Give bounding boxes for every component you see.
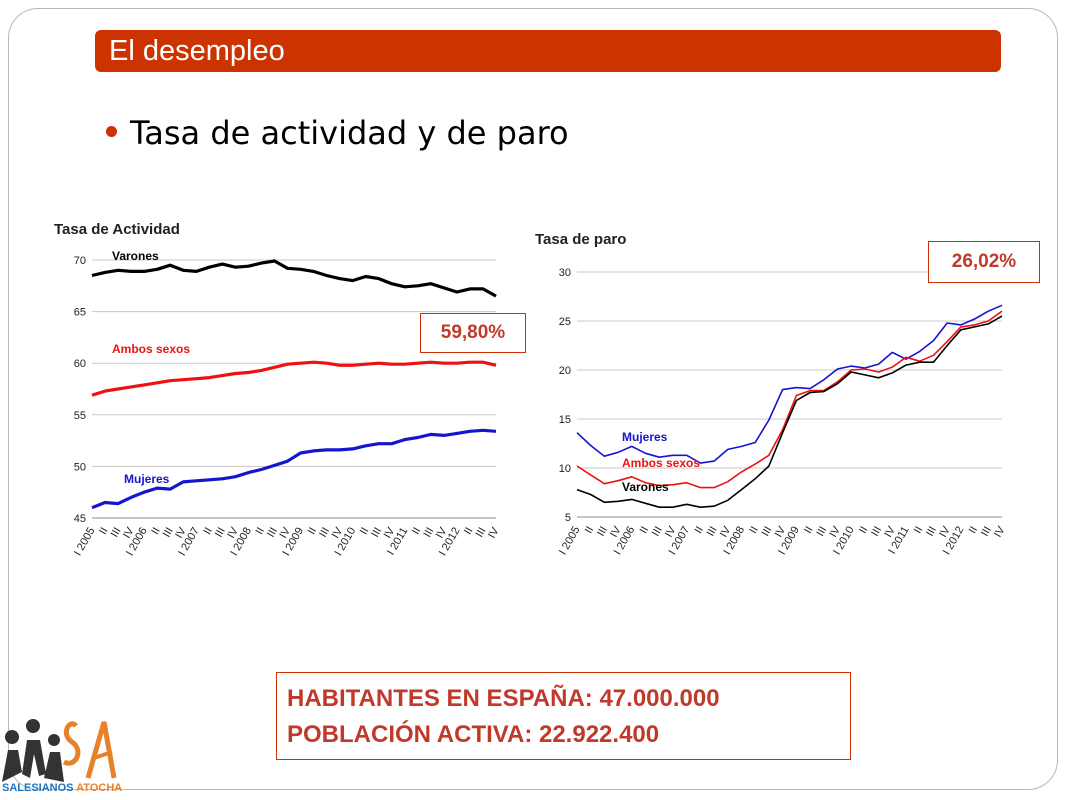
x-tick-label: III: [979, 525, 994, 539]
series-label: Varones: [112, 249, 159, 263]
salesianos-logo: [2, 719, 117, 782]
y-tick-label: 30: [559, 267, 571, 279]
bullet-icon: [106, 126, 117, 137]
x-tick-label: II: [201, 526, 214, 537]
y-tick-label: 15: [559, 414, 571, 426]
x-tick-label: II: [254, 526, 267, 537]
y-tick-label: 65: [74, 307, 86, 319]
x-tick-label: II: [358, 526, 371, 537]
chart-title: Tasa de Actividad: [54, 221, 180, 238]
y-tick-label: 60: [74, 358, 86, 370]
series-label: Varones: [622, 480, 669, 494]
logo-text: SALESIANOS ATOCHA: [2, 782, 122, 794]
population-line: HABITANTES EN ESPAÑA: 47.000.000: [287, 685, 720, 712]
x-tick-label: II: [693, 525, 706, 536]
y-tick-label: 5: [565, 512, 571, 524]
active-population-line: POBLACIÓN ACTIVA: 22.922.400: [287, 721, 660, 748]
series-label: Ambos sexos: [112, 342, 190, 356]
title-bar: El desempleo: [95, 30, 1001, 72]
logo-text-left: SALESIANOS: [2, 782, 74, 794]
x-tick-label: II: [462, 526, 475, 537]
x-tick-label: III: [869, 525, 884, 539]
slide-subtitle: Tasa de actividad y de paro: [130, 114, 569, 152]
y-tick-label: 10: [559, 463, 571, 475]
x-tick-label: IV: [486, 525, 502, 541]
y-tick-label: 25: [559, 316, 571, 328]
callout-unemployment-rate: 26,02%: [928, 241, 1040, 283]
x-tick-label: II: [912, 525, 925, 536]
series-line-ambos-sexos: [91, 360, 497, 397]
x-tick-label: III: [814, 525, 829, 539]
series-label: Mujeres: [124, 472, 170, 486]
x-tick-label: IV: [992, 524, 1008, 540]
y-tick-label: 70: [74, 255, 86, 267]
logo-text-right: ATOCHA: [76, 782, 123, 794]
x-tick-label: II: [583, 525, 596, 536]
x-tick-label: III: [705, 525, 720, 539]
y-tick-label: 55: [74, 410, 86, 422]
series-line-varones: [576, 315, 1003, 509]
x-tick-label: II: [306, 526, 319, 537]
series-line-mujeres: [576, 304, 1003, 464]
slide-frame: [8, 8, 1058, 790]
x-tick-label: III: [760, 525, 775, 539]
series-line-varones: [91, 259, 497, 298]
x-tick-label: II: [638, 525, 651, 536]
x-tick-label: I 2005: [557, 525, 583, 557]
chart-title: Tasa de paro: [535, 231, 626, 248]
population-box: HABITANTES EN ESPAÑA: 47.000.000 POBLACI…: [276, 672, 851, 760]
x-tick-label: III: [595, 525, 610, 539]
x-tick-label: II: [802, 525, 815, 536]
series-label: Ambos sexos: [622, 456, 700, 470]
page-title: El desempleo: [109, 35, 285, 67]
y-tick-label: 45: [74, 513, 86, 525]
x-tick-label: II: [967, 525, 980, 536]
y-tick-label: 50: [74, 461, 86, 473]
x-tick-label: III: [650, 525, 665, 539]
x-tick-label: II: [857, 525, 870, 536]
series-line-mujeres: [91, 428, 497, 510]
y-tick-label: 20: [559, 365, 571, 377]
x-tick-label: II: [410, 526, 423, 537]
series-line-ambos-sexos: [576, 310, 1003, 489]
callout-activity-rate: 59,80%: [420, 313, 526, 353]
x-tick-label: II: [747, 525, 760, 536]
series-label: Mujeres: [622, 430, 668, 444]
x-tick-label: II: [149, 526, 162, 537]
x-tick-label: III: [924, 525, 939, 539]
x-tick-label: II: [97, 526, 110, 537]
x-tick-label: I 2005: [72, 526, 98, 558]
